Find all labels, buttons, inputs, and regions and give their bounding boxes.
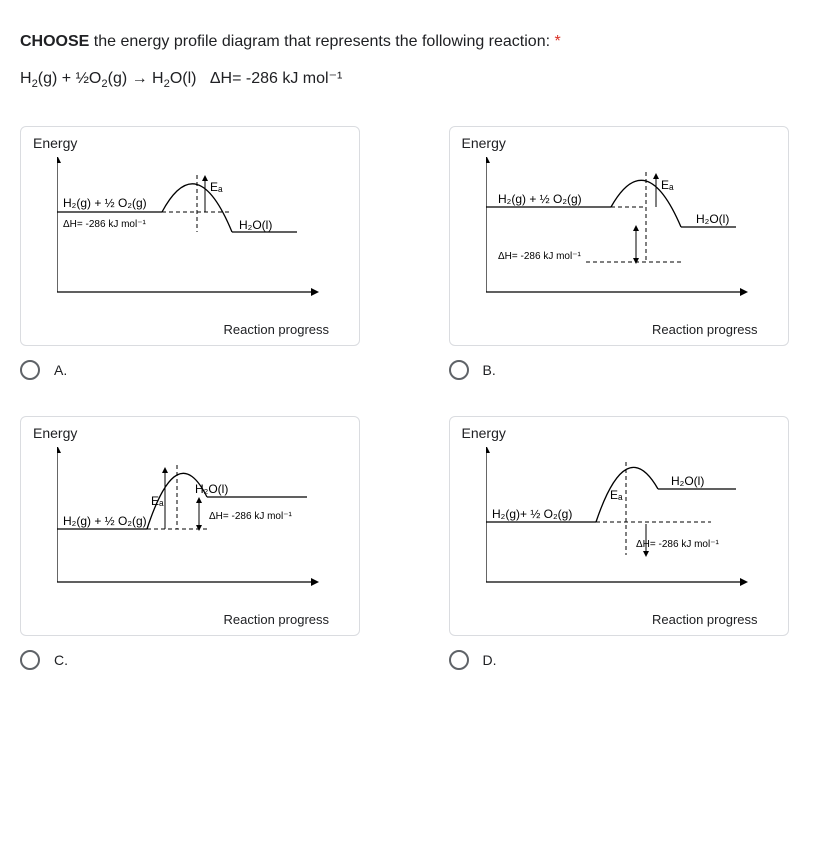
- chart-b: Eₐ H₂(g) + ½ O₂(g) ΔH= -286 kJ mol⁻¹ H₂O…: [486, 157, 766, 307]
- y-axis-label: Energy: [33, 135, 77, 151]
- product-label: H₂O(l): [239, 218, 272, 232]
- reactants-label: H₂(g) + ½ O₂(g): [63, 196, 147, 210]
- chart-a: Eₐ H₂(g) + ½ O₂(g) ΔH= -286 kJ mol⁻¹ H₂O…: [57, 157, 337, 307]
- chart-d: Eₐ H₂(g)+ ½ O₂(g) H₂O(l) ΔH= -286 kJ mol…: [486, 447, 766, 597]
- diagram-c: Energy Eₐ H₂(g): [20, 416, 360, 636]
- x-axis-label: Reaction progress: [224, 322, 330, 337]
- diagram-b: Energy Eₐ: [449, 126, 789, 346]
- radio-row-b[interactable]: B.: [449, 360, 818, 380]
- reactants-label: H₂(g) + ½ O₂(g): [63, 514, 147, 528]
- options-grid: Energy Eₐ: [20, 126, 817, 670]
- radio-c[interactable]: [20, 650, 40, 670]
- x-axis-label: Reaction progress: [224, 612, 330, 627]
- x-axis-label: Reaction progress: [652, 322, 758, 337]
- dh-label: ΔH= -286 kJ mol⁻¹: [209, 511, 292, 522]
- option-label-d: D.: [483, 652, 497, 668]
- question-rest: the energy profile diagram that represen…: [89, 33, 554, 50]
- diagram-a: Energy Eₐ: [20, 126, 360, 346]
- ea-label: Eₐ: [151, 494, 164, 508]
- option-label-a: A.: [54, 362, 67, 378]
- option-c: Energy Eₐ H₂(g): [20, 416, 389, 670]
- ea-label: Eₐ: [661, 178, 674, 192]
- radio-d[interactable]: [449, 650, 469, 670]
- ea-label: Eₐ: [210, 180, 223, 194]
- option-a: Energy Eₐ: [20, 126, 389, 380]
- radio-row-d[interactable]: D.: [449, 650, 818, 670]
- y-axis-label: Energy: [33, 425, 77, 441]
- y-axis-label: Energy: [462, 135, 506, 151]
- required-asterisk: *: [555, 33, 561, 50]
- radio-row-a[interactable]: A.: [20, 360, 389, 380]
- question-text: CHOOSE the energy profile diagram that r…: [20, 30, 817, 54]
- dh-label: ΔH= -286 kJ mol⁻¹: [498, 251, 581, 262]
- option-label-b: B.: [483, 362, 496, 378]
- option-d: Energy Eₐ H₂(g)+ ½ O₂(g) H₂O(l): [449, 416, 818, 670]
- product-label: H₂O(l): [195, 482, 228, 496]
- diagram-d: Energy Eₐ H₂(g)+ ½ O₂(g) H₂O(l): [449, 416, 789, 636]
- dh-label: ΔH= -286 kJ mol⁻¹: [63, 219, 146, 230]
- ea-label: Eₐ: [610, 488, 623, 502]
- dh-label: ΔH= -286 kJ mol⁻¹: [636, 539, 719, 550]
- product-label: H₂O(l): [696, 212, 729, 226]
- reaction-equation: H2(g) + ½O2(g) → H2O(l) ΔH= -286 kJ mol⁻…: [20, 68, 817, 90]
- reactants-label: H₂(g) + ½ O₂(g): [498, 192, 582, 206]
- reactants-label: H₂(g)+ ½ O₂(g): [492, 507, 572, 521]
- y-axis-label: Energy: [462, 425, 506, 441]
- option-label-c: C.: [54, 652, 68, 668]
- question-lead: CHOOSE: [20, 33, 89, 50]
- radio-a[interactable]: [20, 360, 40, 380]
- radio-row-c[interactable]: C.: [20, 650, 389, 670]
- option-b: Energy Eₐ: [449, 126, 818, 380]
- x-axis-label: Reaction progress: [652, 612, 758, 627]
- product-label: H₂O(l): [671, 474, 704, 488]
- chart-c: Eₐ H₂(g) + ½ O₂(g) H₂O(l) ΔH= -286 kJ mo…: [57, 447, 337, 597]
- radio-b[interactable]: [449, 360, 469, 380]
